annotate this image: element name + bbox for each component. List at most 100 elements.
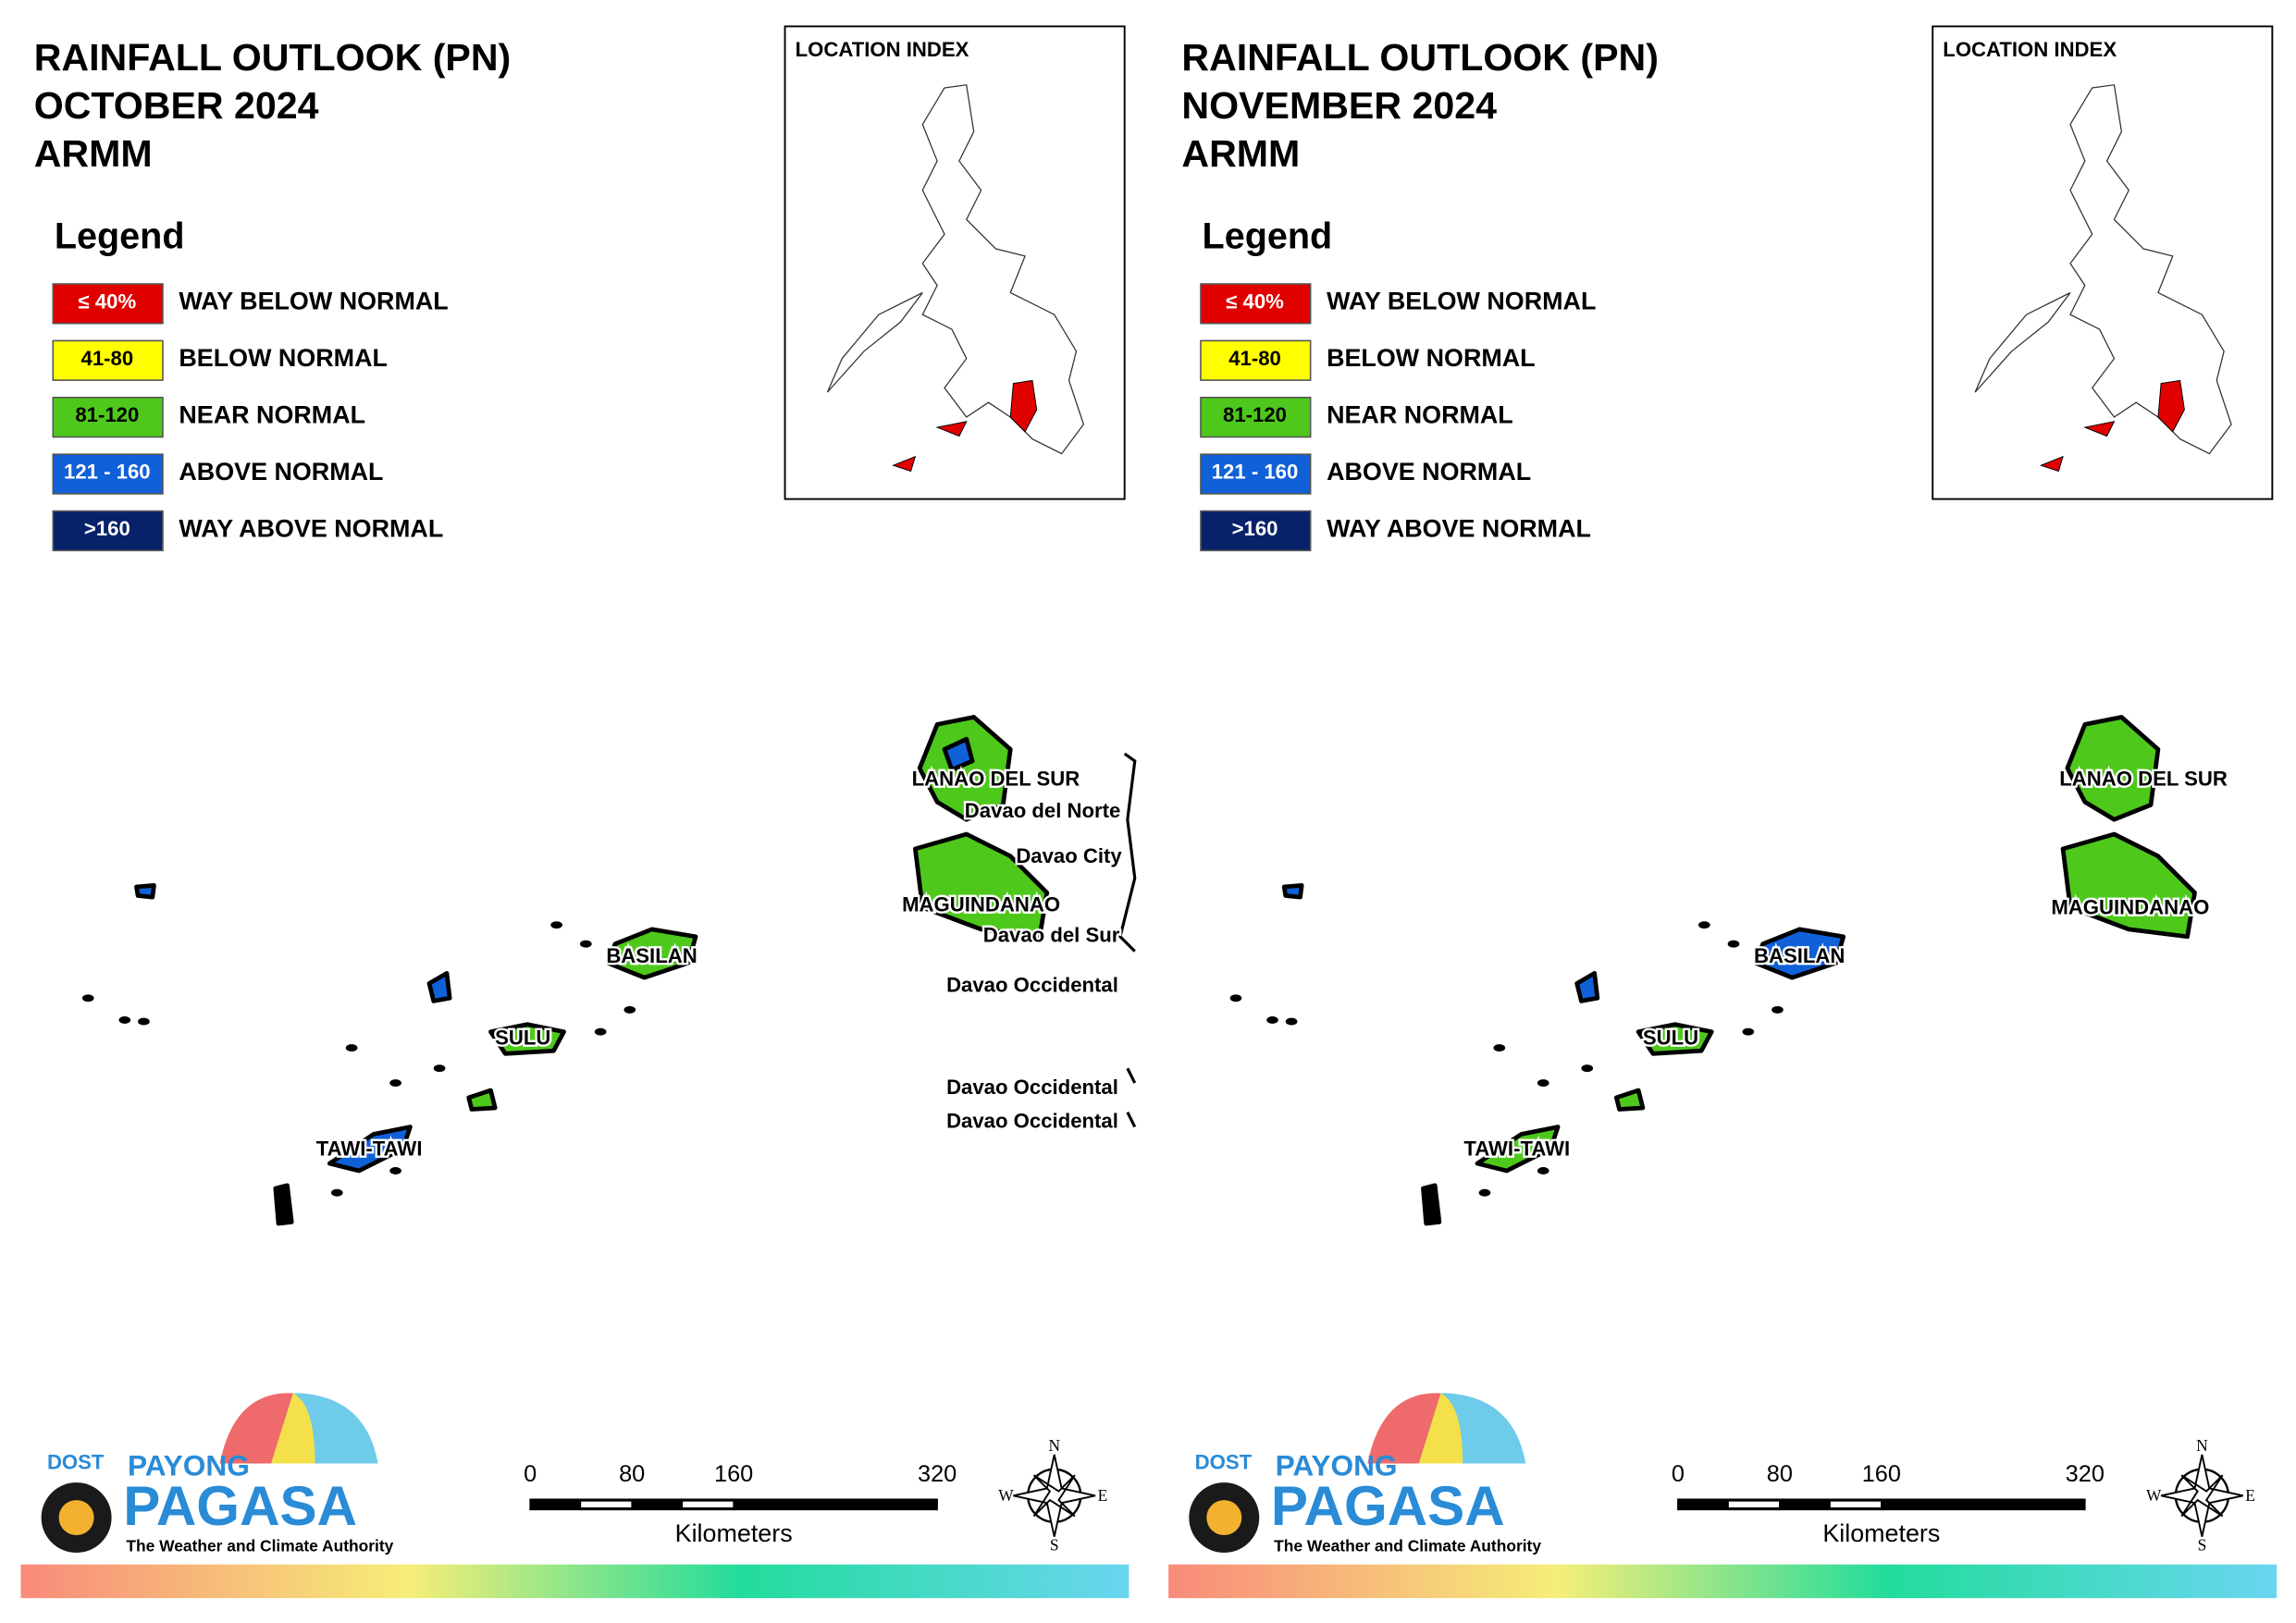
- scale-tick-label: 80: [1767, 1461, 1793, 1487]
- islet: [1229, 994, 1242, 1002]
- islet: [138, 1017, 150, 1026]
- legend-swatch: [52, 510, 164, 552]
- islet: [345, 1044, 358, 1052]
- map-label: Davao Occidental: [946, 1110, 1118, 1133]
- map-label: BASILAN: [606, 944, 697, 967]
- logo-name2: PAGASA: [1271, 1475, 1505, 1537]
- location-highlight: [2039, 379, 2185, 473]
- legend-range: >160: [1232, 517, 1278, 540]
- footer-band: [20, 1564, 1129, 1599]
- title-line: ARMM: [1181, 132, 1300, 175]
- legend-label: ABOVE NORMAL: [179, 458, 383, 486]
- islet: [550, 921, 562, 929]
- islet: [426, 970, 452, 1003]
- map-label: SULU: [495, 1026, 550, 1049]
- philippines-outline: [1974, 84, 2232, 455]
- compass-letter: W: [2146, 1486, 2162, 1505]
- logo-name1: PAYONG: [128, 1449, 250, 1482]
- legend-label: BELOW NORMAL: [1327, 344, 1536, 372]
- scale-segment-light: [1830, 1501, 1882, 1507]
- panel: RAINFALL OUTLOOK (PN) NOVEMBER 2024 ARMM Le…: [1168, 25, 2277, 1599]
- map-label: MAGUINDANAO: [902, 892, 1060, 916]
- islet: [1537, 1079, 1549, 1088]
- sulu-island: [488, 1022, 566, 1056]
- legend-label: NEAR NORMAL: [1327, 400, 1513, 428]
- map-label: Davao del Sur: [983, 924, 1120, 947]
- philippines-outline: [826, 84, 1085, 455]
- scale-tick-label: 320: [918, 1461, 957, 1487]
- islet: [1266, 1016, 1278, 1024]
- legend-swatch: [1200, 339, 1312, 381]
- legend-range: 121 - 160: [1212, 461, 1299, 484]
- islet: [1537, 1167, 1549, 1174]
- location-highlight: [892, 379, 1038, 473]
- scale-segment-light: [581, 1501, 633, 1507]
- logo-umbrella-red: [1367, 1393, 1441, 1464]
- compass-star: [1013, 1454, 1096, 1537]
- compass-letter: S: [1050, 1536, 1059, 1555]
- islet: [389, 1167, 401, 1174]
- islet: [1281, 883, 1304, 900]
- tawi-tawi: [1475, 1125, 1561, 1174]
- lanao-del-sur: [2065, 715, 2161, 822]
- map-label: Davao del Norte: [965, 799, 1121, 822]
- compass-star: [2160, 1454, 2243, 1537]
- legend-title: Legend: [1203, 215, 1333, 256]
- islet: [594, 1027, 607, 1036]
- basilan: [1753, 927, 1846, 980]
- scale-segment-light: [683, 1501, 734, 1507]
- map-label: SULU: [1643, 1026, 1698, 1049]
- legend-label: NEAR NORMAL: [179, 400, 365, 428]
- logo-umbrella-yellow: [1418, 1393, 1463, 1464]
- legend-range: 41-80: [81, 347, 134, 370]
- legend-swatch: [52, 397, 164, 438]
- scale-tick-label: 160: [1862, 1461, 1901, 1487]
- lanao-blue: [942, 736, 975, 772]
- compass: N E S W: [2146, 1436, 2255, 1555]
- basilan: [605, 927, 698, 980]
- legend-label: WAY ABOVE NORMAL: [1327, 514, 1591, 542]
- islet: [1727, 940, 1740, 948]
- map-label: MAGUINDANAO: [2051, 896, 2209, 919]
- tawi-tawi: [327, 1125, 413, 1174]
- legend-swatch: [1200, 397, 1312, 438]
- title-line: RAINFALL OUTLOOK (PN): [1181, 36, 1659, 79]
- compass-letter: E: [2245, 1486, 2255, 1505]
- maguindanao: [913, 831, 1050, 940]
- map-label: Davao City: [1016, 844, 1122, 867]
- maguindanao: [2060, 831, 2197, 940]
- islet: [623, 1005, 636, 1014]
- islet: [118, 1016, 131, 1024]
- scale-unit: Kilometers: [675, 1519, 793, 1547]
- legend-range: 41-80: [1228, 347, 1281, 370]
- davao-boundary: [1118, 752, 1137, 1128]
- legend-title: Legend: [55, 215, 185, 256]
- location-index-title: LOCATION INDEX: [796, 38, 969, 61]
- islet: [433, 1064, 446, 1073]
- sulu-island: [1636, 1022, 1714, 1056]
- scale-tick-label: 320: [2066, 1461, 2105, 1487]
- islet: [1478, 1188, 1491, 1197]
- map-label: Davao Occidental: [946, 973, 1118, 996]
- title-line: NOVEMBER 2024: [1181, 84, 1497, 127]
- lanao-del-sur: [917, 715, 1013, 822]
- islet: [1421, 1183, 1442, 1226]
- legend-range: 81-120: [1223, 403, 1287, 426]
- compass-letter: S: [2198, 1536, 2207, 1555]
- compass-letter: E: [1098, 1486, 1108, 1505]
- scale-unit: Kilometers: [1822, 1519, 1940, 1547]
- logo-tagline: The Weather and Climate Authority: [1274, 1536, 1541, 1555]
- scale-segment: [734, 1498, 938, 1511]
- logo-agency: DOST: [1195, 1450, 1253, 1473]
- legend-range: ≤ 40%: [79, 289, 137, 313]
- islet: [134, 883, 156, 900]
- map-label: TAWI-TAWI: [316, 1137, 423, 1161]
- islet: [1771, 1005, 1784, 1014]
- islet: [1285, 1017, 1298, 1026]
- logo-seal-inner: [58, 1500, 94, 1536]
- map-label: BASILAN: [1754, 944, 1845, 967]
- title-line: RAINFALL OUTLOOK (PN): [34, 36, 512, 79]
- compass-letter: N: [2196, 1436, 2208, 1455]
- islet: [1698, 921, 1710, 929]
